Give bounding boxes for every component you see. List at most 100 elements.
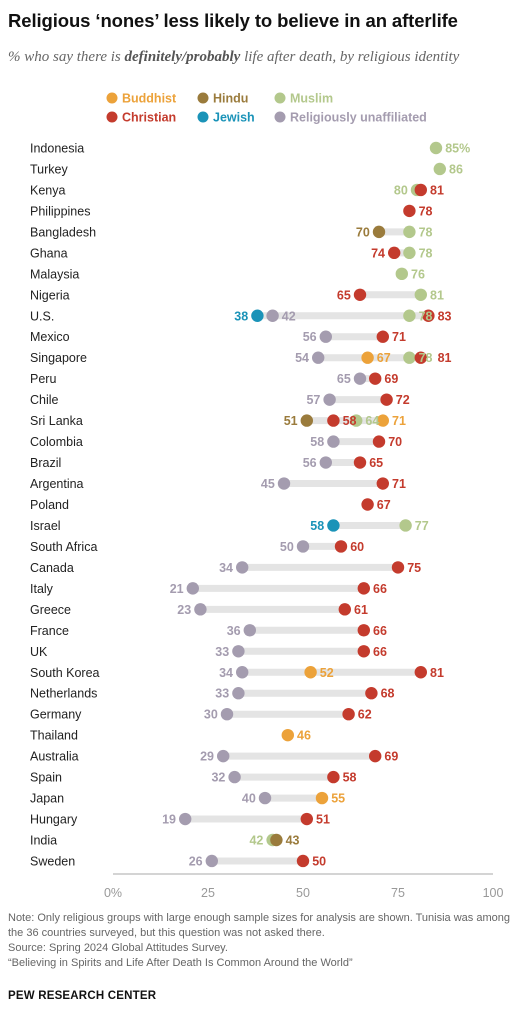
data-point-spain-religiously-unaffiliated <box>228 770 241 784</box>
country-label-india: India <box>30 834 57 848</box>
data-point-south-africa-religiously-unaffiliated <box>296 540 310 553</box>
value-label-india-hindu: 43 <box>286 834 300 848</box>
data-point-indonesia-muslim <box>429 141 443 155</box>
legend-label-religiously-unaffiliated: Religiously unaffiliated <box>290 111 427 125</box>
data-point-canada-christian <box>391 561 405 574</box>
value-label-indonesia-muslim: 85% <box>445 142 470 156</box>
value-label-peru-christian: 69 <box>384 372 398 386</box>
value-label-south-africa-religiously-unaffiliated: 50 <box>280 540 294 554</box>
country-label-philippines: Philippines <box>30 204 90 218</box>
data-point-nigeria-muslim <box>414 288 427 301</box>
data-point-u-s--religiously-unaffiliated <box>266 309 279 322</box>
country-label-argentina: Argentina <box>30 477 84 491</box>
country-label-uk: UK <box>30 645 48 659</box>
value-label-chile-religiously-unaffiliated: 57 <box>306 393 320 407</box>
legend-marker-muslim <box>274 92 286 104</box>
value-label-sri-lanka-hindu: 51 <box>284 414 298 428</box>
value-label-canada-christian: 75 <box>407 561 421 575</box>
country-label-indonesia: Indonesia <box>30 142 84 156</box>
value-label-chile-christian: 72 <box>396 393 410 407</box>
legend-label-christian: Christian <box>122 111 176 125</box>
value-label-argentina-christian: 71 <box>392 477 406 491</box>
data-point-hungary-religiously-unaffiliated <box>179 812 192 826</box>
value-label-sri-lanka-christian: 58 <box>343 414 357 428</box>
data-point-south-korea-religiously-unaffiliated <box>236 666 249 679</box>
data-point-israel-jewish <box>327 519 340 532</box>
value-label-south-korea-religiously-unaffiliated: 34 <box>219 666 233 680</box>
data-point-india-hindu <box>270 833 283 847</box>
country-label-japan: Japan <box>30 792 64 806</box>
value-label-japan-religiously-unaffiliated: 40 <box>242 792 256 806</box>
value-label-netherlands-christian: 68 <box>381 687 395 701</box>
value-label-netherlands-religiously-unaffiliated: 33 <box>215 687 229 701</box>
country-label-australia: Australia <box>30 750 79 764</box>
country-label-nigeria: Nigeria <box>30 288 70 302</box>
value-label-greece-religiously-unaffiliated: 23 <box>177 603 191 617</box>
data-point-bangladesh-muslim <box>403 225 416 239</box>
value-label-singapore-religiously-unaffiliated: 54 <box>295 351 309 365</box>
data-point-italy-christian <box>357 582 370 595</box>
data-point-colombia-christian <box>372 435 386 448</box>
legend-label-hindu: Hindu <box>213 92 248 106</box>
data-point-france-religiously-unaffiliated <box>243 624 256 637</box>
value-label-mexico-christian: 71 <box>392 330 406 344</box>
value-label-hungary-christian: 51 <box>316 813 330 827</box>
data-point-south-korea-christian <box>414 666 427 679</box>
legend-marker-religiously-unaffiliated <box>274 111 286 123</box>
value-label-sweden-christian: 50 <box>312 854 326 868</box>
data-point-germany-religiously-unaffiliated <box>220 707 234 721</box>
country-label-singapore: Singapore <box>30 351 87 365</box>
legend-marker-buddhist <box>106 92 118 104</box>
x-tick-label-50: 50 <box>296 886 310 900</box>
data-point-chile-christian <box>380 393 393 406</box>
data-point-sri-lanka-hindu <box>300 414 313 427</box>
data-point-sweden-religiously-unaffiliated <box>205 854 218 868</box>
country-label-netherlands: Netherlands <box>30 687 97 701</box>
brand-logo-text: PEW RESEARCH CENTER <box>8 990 157 1002</box>
value-label-u-s--jewish: 38 <box>234 309 248 323</box>
country-label-sri-lanka: Sri Lanka <box>30 414 83 428</box>
x-tick-label-25: 25 <box>201 886 215 900</box>
value-label-france-religiously-unaffiliated: 36 <box>227 624 241 638</box>
value-label-singapore-buddhist: 67 <box>377 351 391 365</box>
data-point-chile-religiously-unaffiliated <box>323 393 336 406</box>
x-tick-label-75: 75 <box>391 886 405 900</box>
value-label-canada-religiously-unaffiliated: 34 <box>219 561 233 575</box>
legend-marker-hindu <box>197 92 209 104</box>
dot-plot-chart: Buddhist Hindu Muslim Christian Jewish Religi… <box>30 92 503 901</box>
data-point-u-s--jewish <box>251 309 264 322</box>
country-label-germany: Germany <box>30 708 82 722</box>
country-label-bangladesh: Bangladesh <box>30 225 96 239</box>
data-point-greece-christian <box>338 603 351 616</box>
value-label-sri-lanka-buddhist: 71 <box>392 414 406 428</box>
data-point-south-korea-buddhist <box>304 666 317 679</box>
data-point-germany-christian <box>342 707 355 721</box>
data-point-sri-lanka-buddhist <box>376 414 389 427</box>
value-label-israel-muslim: 77 <box>415 519 429 533</box>
country-label-peru: Peru <box>30 372 56 386</box>
value-label-ghana-christian: 74 <box>371 246 385 260</box>
value-label-peru-religiously-unaffiliated: 65 <box>337 372 351 386</box>
value-label-colombia-christian: 70 <box>388 435 402 449</box>
country-label-u-s-: U.S. <box>30 309 54 323</box>
value-label-germany-christian: 62 <box>358 708 372 722</box>
country-label-sweden: Sweden <box>30 854 75 868</box>
data-point-italy-religiously-unaffiliated <box>186 582 199 595</box>
data-point-netherlands-christian <box>365 687 378 700</box>
data-point-greece-religiously-unaffiliated <box>194 603 207 616</box>
value-label-argentina-religiously-unaffiliated: 45 <box>261 477 275 491</box>
data-point-nigeria-christian <box>353 288 367 301</box>
country-label-hungary: Hungary <box>30 813 78 827</box>
value-label-japan-buddhist: 55 <box>331 792 345 806</box>
data-point-malaysia-muslim <box>395 267 408 281</box>
data-point-australia-religiously-unaffiliated <box>217 749 230 763</box>
data-point-japan-buddhist <box>315 791 329 805</box>
value-label-bangladesh-muslim: 78 <box>419 225 433 239</box>
footer-report: “Believing in Spirits and Life After Dea… <box>8 957 353 969</box>
data-point-philippines-christian <box>403 204 416 218</box>
data-point-brazil-christian <box>353 456 367 469</box>
country-label-israel: Israel <box>30 519 61 533</box>
value-label-australia-religiously-unaffiliated: 29 <box>200 750 214 764</box>
data-point-uk-religiously-unaffiliated <box>232 645 245 658</box>
legend-label-muslim: Muslim <box>290 92 333 106</box>
